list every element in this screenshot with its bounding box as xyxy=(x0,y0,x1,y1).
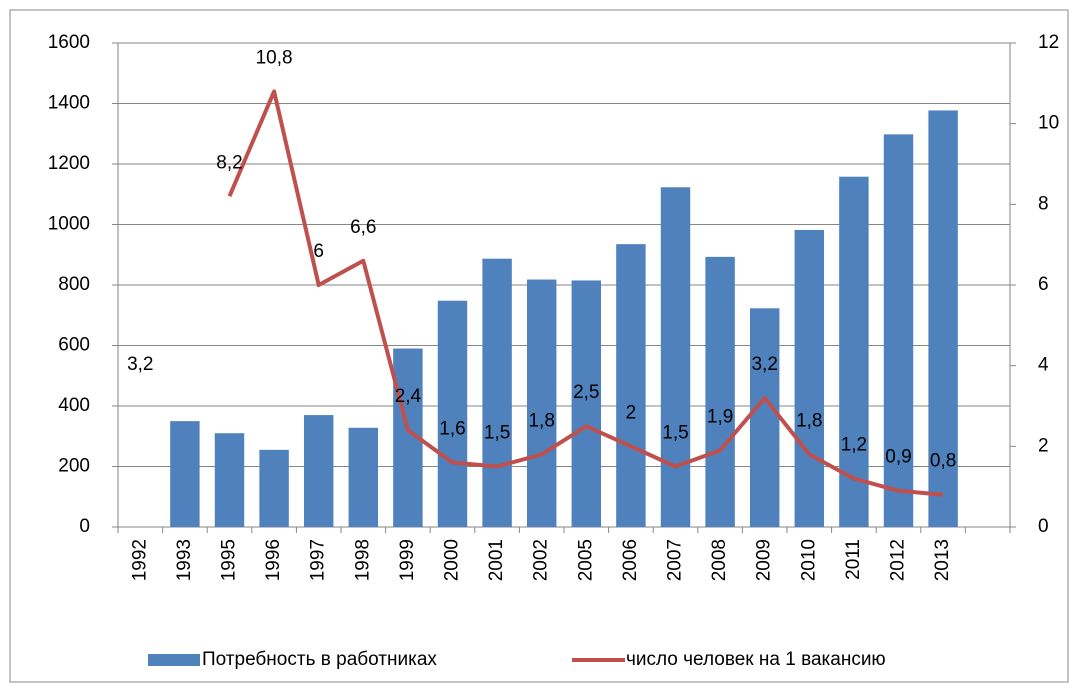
x-tick-label: 2002 xyxy=(531,539,552,581)
line xyxy=(227,89,944,497)
y2-tick-label: 12 xyxy=(1038,32,1059,53)
x-tick-label: 1992 xyxy=(129,539,150,581)
y-tick-label: 600 xyxy=(58,335,90,356)
data-label: 1,2 xyxy=(841,435,867,456)
data-label: 10,8 xyxy=(256,47,293,68)
data-label: 2,4 xyxy=(395,386,422,407)
x-tick-label: 2001 xyxy=(486,539,507,581)
x-tick-label: 2009 xyxy=(754,539,775,581)
bar xyxy=(482,258,512,527)
x-tick-label: 2008 xyxy=(709,539,730,581)
legend-swatch xyxy=(148,654,200,666)
data-label: 8,2 xyxy=(216,152,242,173)
x-tick-label: 2005 xyxy=(575,539,596,581)
x-tick-label: 2000 xyxy=(442,539,463,581)
x-tick-label: 1993 xyxy=(174,539,195,581)
x-tick-label: 2006 xyxy=(620,539,641,581)
legend-label: число человек на 1 вакансию xyxy=(626,649,886,670)
y-tick-label: 200 xyxy=(58,456,90,477)
bar xyxy=(928,110,958,528)
data-label: 1,8 xyxy=(528,410,554,431)
bar xyxy=(259,449,289,527)
x-tick-label: 1996 xyxy=(263,539,284,581)
x-tick-label: 2007 xyxy=(665,539,686,581)
y2-tick-label: 6 xyxy=(1038,274,1049,295)
bar xyxy=(571,280,602,527)
bar xyxy=(839,176,869,527)
y-tick-label: 800 xyxy=(58,274,90,295)
bar xyxy=(705,256,735,527)
data-label: 6 xyxy=(313,241,324,262)
data-label: 1,9 xyxy=(707,406,733,427)
data-label: 1,6 xyxy=(439,418,465,439)
x-tick-label: 1999 xyxy=(397,539,418,581)
bar xyxy=(660,187,691,528)
bar xyxy=(616,244,646,527)
bar xyxy=(214,433,245,527)
y-tick-label: 400 xyxy=(58,395,90,416)
y2-tick-label: 8 xyxy=(1038,193,1049,214)
x-tick-label: 1997 xyxy=(308,539,329,581)
x-tick-label: 2012 xyxy=(888,539,909,581)
y2-tick-label: 0 xyxy=(1038,516,1049,537)
bar xyxy=(303,415,334,527)
x-tick-label: 1998 xyxy=(352,539,373,581)
bar xyxy=(794,229,825,527)
data-label: 0,9 xyxy=(885,447,911,468)
y-tick-label: 1400 xyxy=(48,93,90,114)
data-label: 1,5 xyxy=(484,423,510,444)
bar xyxy=(526,279,557,527)
data-label: 1,8 xyxy=(796,410,822,431)
bar xyxy=(437,300,468,527)
y2-tick-label: 4 xyxy=(1038,355,1049,376)
bar xyxy=(170,421,200,527)
x-tick-label: 2013 xyxy=(932,539,953,581)
y-tick-label: 1000 xyxy=(48,214,90,235)
y-tick-label: 1600 xyxy=(48,32,90,53)
legend-label: Потребность в работниках xyxy=(202,649,437,670)
x-tick-label: 2011 xyxy=(843,539,864,580)
data-label: 2 xyxy=(626,402,637,423)
data-label: 3,2 xyxy=(127,354,153,375)
y-tick-label: 1200 xyxy=(48,153,90,174)
data-label: 3,2 xyxy=(751,354,777,375)
x-tick-label: 2010 xyxy=(798,539,819,581)
bar xyxy=(749,308,780,527)
y-tick-label: 0 xyxy=(79,516,90,537)
y2-tick-label: 10 xyxy=(1038,113,1059,134)
bar xyxy=(883,134,914,528)
data-label: 1,5 xyxy=(662,423,688,444)
data-label: 0,8 xyxy=(930,451,956,472)
y2-tick-label: 2 xyxy=(1038,435,1049,456)
x-tick-label: 1995 xyxy=(219,539,240,581)
data-label: 2,5 xyxy=(573,382,599,403)
data-label: 6,6 xyxy=(350,217,376,238)
bar xyxy=(348,427,379,527)
